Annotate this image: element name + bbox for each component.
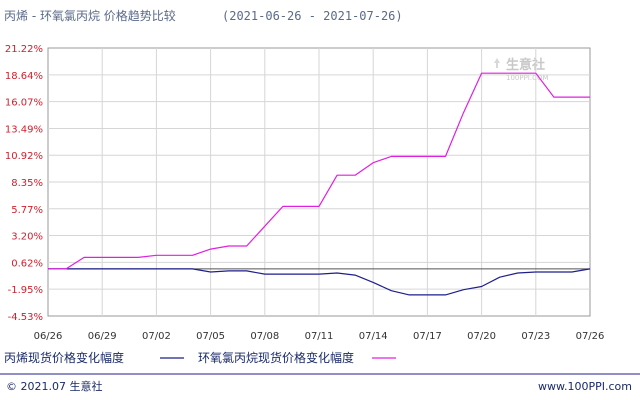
x-tick-label: 07/23	[521, 331, 550, 342]
x-tick-label: 07/14	[359, 331, 388, 342]
y-tick-label: 18.64%	[5, 71, 43, 82]
x-tick-label: 07/20	[467, 331, 496, 342]
y-tick-label: 21.22%	[5, 44, 43, 55]
x-tick-label: 07/08	[250, 331, 279, 342]
x-tick-label: 07/02	[142, 331, 171, 342]
y-tick-label: 13.49%	[5, 124, 43, 135]
x-axis-ticks: 06/26 06/29 07/02 07/05 07/08 07/11 07/14 07/17…	[34, 331, 605, 342]
footer-url: www.100PPI.com	[538, 380, 632, 393]
series-line-epichlorohydrin	[48, 72, 590, 270]
legend-label-propylene: 丙烯现货价格变化幅度	[4, 350, 124, 365]
x-tick-label: 06/26	[34, 331, 63, 342]
y-axis-ticks: 21.22% 18.64% 16.07% 13.49% 10.92% 8.35% 5.77%…	[5, 44, 43, 323]
y-tick-label: 16.07%	[5, 98, 43, 109]
watermark-logo-icon	[494, 58, 500, 68]
watermark: 生意社 100PPI.COM	[494, 57, 549, 82]
series-line-propylene	[48, 268, 591, 296]
y-tick-label: -1.95%	[8, 285, 43, 296]
watermark-url: 100PPI.COM	[506, 74, 549, 82]
grid-layer	[48, 48, 590, 316]
x-tick-label: 07/11	[305, 331, 334, 342]
legend: 丙烯现货价格变化幅度 环氧氯丙烷现货价格变化幅度	[4, 350, 396, 365]
chart-date-range: (2021-06-26 - 2021-07-26)	[222, 9, 403, 23]
x-tick-label: 07/05	[196, 331, 225, 342]
footer-copyright: © 2021.07 生意社	[6, 379, 102, 393]
y-tick-label: 8.35%	[11, 178, 43, 189]
y-tick-label: 3.20%	[11, 232, 43, 243]
x-tick-label: 07/17	[413, 331, 442, 342]
chart-title: 丙烯 - 环氧氯丙烷 价格趋势比较	[4, 8, 176, 23]
x-tick-label: 06/29	[88, 331, 117, 342]
watermark-brand: 生意社	[506, 57, 545, 73]
legend-label-epichlorohydrin: 环氧氯丙烷现货价格变化幅度	[198, 350, 354, 365]
series-layer	[48, 72, 591, 296]
x-tick-label: 07/26	[576, 331, 605, 342]
y-tick-label: 5.77%	[11, 205, 43, 216]
y-tick-label: 10.92%	[5, 151, 43, 162]
y-tick-label: -4.53%	[8, 312, 43, 323]
y-tick-label: 0.62%	[11, 258, 43, 269]
